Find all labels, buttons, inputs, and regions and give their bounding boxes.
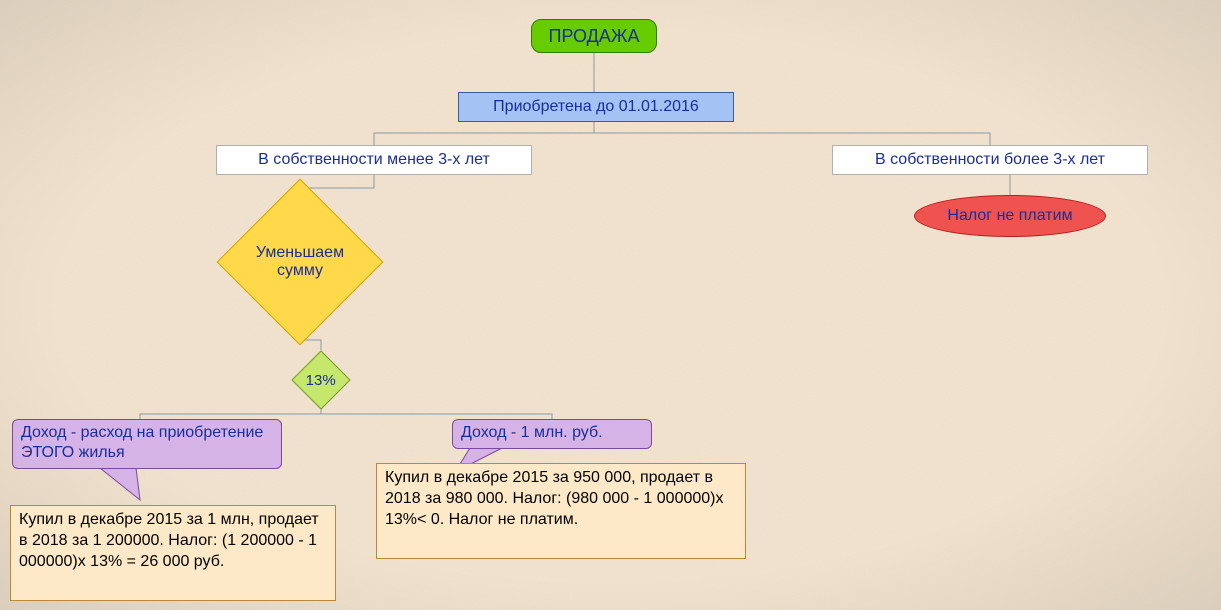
node-reduce-label: Уменьшаем сумму (242, 244, 358, 280)
node-no-tax-label: Налог не платим (947, 207, 1072, 225)
node-more3-label: В собственности более 3-х лет (875, 151, 1105, 169)
callout-left-label: Доход - расход на приобретение ЭТОГО жил… (21, 423, 273, 463)
node-root: ПРОДАЖА (531, 19, 657, 53)
node-no-tax: Налог не платим (914, 195, 1106, 237)
note-right: Купил в декабре 2015 за 950 000, продает… (376, 463, 746, 559)
note-left: Купил в декабре 2015 за 1 млн, продает в… (10, 505, 336, 601)
callout-left: Доход - расход на приобретение ЭТОГО жил… (12, 419, 282, 469)
note-right-label: Купил в декабре 2015 за 950 000, продает… (385, 468, 737, 530)
node-acquired-label: Приобретена до 01.01.2016 (493, 98, 699, 116)
node-acquired: Приобретена до 01.01.2016 (458, 92, 734, 122)
node-more3: В собственности более 3-х лет (832, 145, 1148, 175)
note-left-label: Купил в декабре 2015 за 1 млн, продает в… (19, 510, 327, 572)
callout-right-label: Доход - 1 млн. руб. (461, 423, 603, 443)
node-pct13-label: 13% (301, 372, 341, 389)
callout-right: Доход - 1 млн. руб. (452, 419, 652, 449)
node-less3: В собственности менее 3-х лет (216, 145, 532, 175)
node-less3-label: В собственности менее 3-х лет (258, 151, 490, 169)
node-root-label: ПРОДАЖА (549, 26, 640, 47)
